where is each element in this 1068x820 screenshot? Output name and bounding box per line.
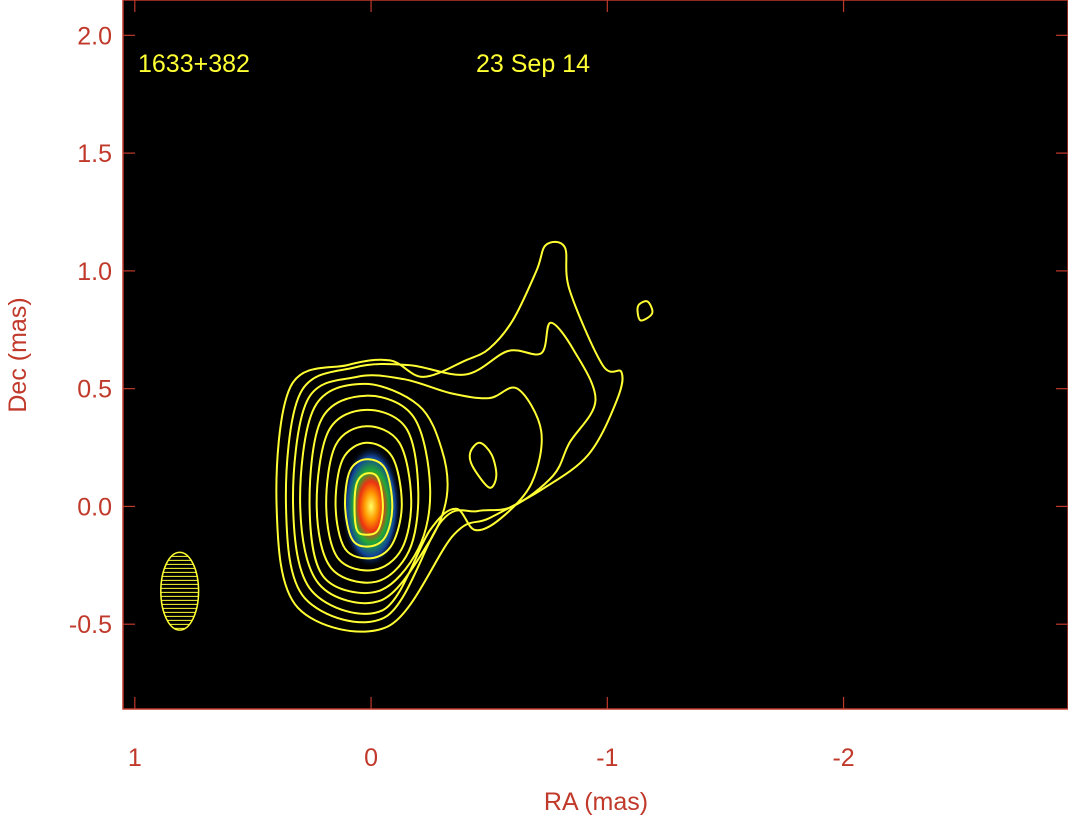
y-tick-label: 0.0 [77, 493, 112, 521]
y-axis-title: Dec (mas) [4, 297, 32, 412]
y-tick-label: 2.0 [77, 22, 112, 50]
beam-layer [160, 551, 200, 631]
y-tick-label: 0.5 [77, 376, 112, 404]
x-tick-label: -1 [596, 744, 618, 772]
contour-level-8 [292, 374, 543, 615]
y-tick-label: 1.0 [77, 258, 112, 286]
contour-level-2 [344, 458, 394, 548]
y-tick-labels: -0.5 0.0 0.5 1.0 1.5 2.0 [69, 22, 112, 639]
beam-ellipse [160, 551, 200, 631]
contour-level-3 [334, 441, 403, 560]
contour-level-5 [315, 408, 420, 584]
x-tick-label: 1 [128, 744, 142, 772]
axis-ticks [123, 0, 1068, 709]
contour-level-11 [468, 441, 498, 489]
contour-level-12 [636, 300, 654, 322]
x-tick-label: -2 [832, 744, 854, 772]
y-tick-label: -0.5 [69, 611, 112, 639]
x-tick-labels: 1 0 -1 -2 [128, 744, 855, 772]
contour-level-6 [308, 394, 432, 594]
contour-level-1 [353, 472, 384, 536]
contour-level-4 [325, 425, 413, 572]
plot-frame [122, 0, 1068, 710]
source-name-label: 1633+382 [138, 50, 250, 78]
contour-level-10 [275, 240, 624, 633]
y-tick-label: 1.5 [77, 140, 112, 168]
x-tick-label: 0 [364, 744, 378, 772]
epoch-label: 23 Sep 14 [476, 50, 590, 78]
x-axis-title: RA (mas) [544, 788, 648, 816]
contour-level-9 [284, 321, 597, 624]
plot-background [123, 0, 1068, 709]
contour-layer [275, 240, 654, 633]
contour-level-7 [299, 382, 449, 605]
